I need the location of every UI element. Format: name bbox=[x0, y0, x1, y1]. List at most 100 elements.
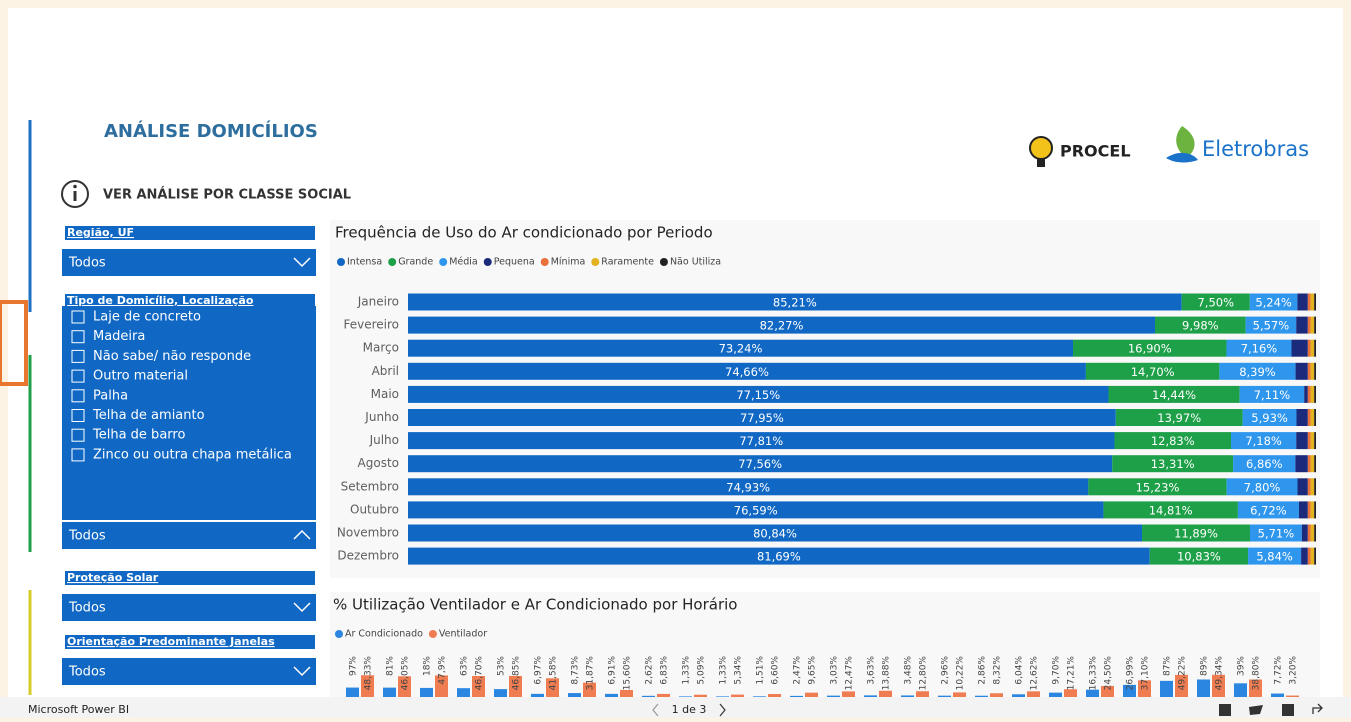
option-checkbox[interactable] bbox=[71, 369, 85, 383]
bar bbox=[938, 695, 951, 697]
filter-dropdown[interactable] bbox=[62, 249, 316, 276]
bar bbox=[1064, 689, 1077, 697]
charts: Frequência de Uso do Ar condicionado por… bbox=[333, 224, 1316, 697]
bar-segment bbox=[1296, 432, 1308, 450]
bar bbox=[768, 694, 781, 697]
data-label: 73,24% bbox=[719, 342, 763, 356]
bar bbox=[731, 694, 744, 697]
bar bbox=[657, 693, 670, 697]
bar-segment bbox=[1103, 501, 1238, 519]
chevron-down bbox=[293, 602, 311, 613]
option-label[interactable]: Palha bbox=[93, 388, 128, 403]
bar-segment bbox=[1310, 409, 1315, 426]
bar bbox=[620, 689, 633, 697]
filter-dropdown[interactable] bbox=[62, 594, 316, 621]
option-label[interactable]: Madeira bbox=[93, 329, 145, 344]
bar-segment bbox=[1314, 293, 1316, 311]
filter-dropdown[interactable] bbox=[62, 522, 316, 549]
data-label: 7,18% bbox=[1245, 434, 1282, 448]
bar bbox=[1086, 689, 1099, 697]
data-label: 10,22% bbox=[956, 656, 966, 691]
data-label: 46,85% bbox=[512, 656, 522, 691]
filter-dropdown[interactable] bbox=[62, 658, 316, 685]
twitter-share[interactable] bbox=[1249, 705, 1263, 715]
social-class-link[interactable]: VER ANÁLISE POR CLASSE SOCIAL bbox=[103, 187, 351, 203]
bar-segment bbox=[1245, 316, 1297, 334]
bar bbox=[1286, 695, 1299, 697]
next-page[interactable] bbox=[719, 703, 726, 717]
bar bbox=[790, 695, 803, 697]
data-label: 5,09% bbox=[697, 656, 707, 685]
bar bbox=[805, 692, 818, 697]
data-label: 15,23% bbox=[1136, 480, 1180, 494]
data-label: 5,57% bbox=[1253, 319, 1290, 333]
chart-panel bbox=[330, 592, 1320, 698]
option-checkbox[interactable] bbox=[71, 310, 85, 324]
procel-logo: PROCEL bbox=[1060, 142, 1131, 161]
chevron-up bbox=[293, 529, 311, 540]
bar-segment bbox=[1304, 385, 1308, 403]
bar-segment bbox=[1088, 478, 1227, 496]
facebook-share[interactable] bbox=[1282, 704, 1294, 716]
bar bbox=[398, 676, 411, 697]
legend-label: Pequena bbox=[494, 257, 535, 268]
bar-segment bbox=[1314, 339, 1316, 357]
bar bbox=[1175, 674, 1188, 697]
data-label: 6,86% bbox=[1246, 457, 1283, 471]
bar-segment bbox=[1307, 478, 1311, 496]
filter-value: Todos bbox=[68, 665, 106, 680]
bar bbox=[1271, 693, 1284, 697]
data-label: 3,48% bbox=[904, 656, 914, 685]
app-name: Microsoft Power BI bbox=[28, 703, 129, 716]
option-checkbox[interactable] bbox=[71, 409, 85, 422]
share[interactable] bbox=[1312, 703, 1323, 714]
data-label: 17,21% bbox=[1067, 656, 1077, 691]
option-label[interactable]: Zinco ou outra chapa metálica bbox=[93, 447, 292, 462]
option-label[interactable]: Outro material bbox=[93, 369, 188, 384]
bar-segment bbox=[1307, 362, 1311, 380]
option-checkbox[interactable] bbox=[71, 349, 85, 363]
option-checkbox[interactable] bbox=[71, 389, 85, 403]
data-label: 97% bbox=[349, 656, 359, 676]
bar bbox=[842, 691, 855, 697]
option-checkbox[interactable] bbox=[71, 428, 85, 442]
bar-segment bbox=[1310, 455, 1315, 473]
bar-segment bbox=[1307, 409, 1311, 426]
bar-segment bbox=[1297, 478, 1308, 496]
chevron-down bbox=[293, 666, 311, 677]
bar-segment bbox=[1310, 316, 1315, 334]
info-icon[interactable] bbox=[61, 180, 89, 208]
legend-swatch bbox=[483, 258, 492, 266]
bar bbox=[990, 693, 1003, 697]
bar-segment bbox=[408, 455, 1113, 473]
data-label: 14,81% bbox=[1149, 503, 1193, 517]
data-label: 81% bbox=[386, 656, 396, 676]
bar bbox=[1027, 691, 1040, 697]
option-label[interactable]: Não sabe/ não responde bbox=[93, 349, 251, 364]
data-label: 5,84% bbox=[1256, 550, 1293, 564]
option-checkbox[interactable] bbox=[71, 448, 85, 462]
bar-segment bbox=[1239, 385, 1305, 403]
option-checkbox[interactable] bbox=[71, 330, 85, 344]
option-label[interactable]: Telha de amianto bbox=[92, 408, 205, 423]
data-label: 80,84% bbox=[753, 527, 797, 541]
bar-segment bbox=[408, 293, 1182, 311]
legend-swatch bbox=[335, 630, 343, 638]
option-label[interactable]: Laje de concreto bbox=[93, 310, 201, 325]
bar-segment bbox=[1249, 524, 1302, 542]
bar-segment bbox=[1314, 547, 1316, 565]
prev-page[interactable] bbox=[652, 703, 659, 717]
bar-segment bbox=[1233, 455, 1296, 473]
data-label: 11,89% bbox=[1174, 527, 1218, 541]
filter-header bbox=[65, 571, 315, 585]
data-label: 8,73% bbox=[571, 656, 581, 685]
option-label[interactable]: Telha de barro bbox=[92, 428, 185, 443]
bar bbox=[472, 675, 485, 697]
data-label: 63% bbox=[460, 656, 470, 676]
data-label: 2,96% bbox=[941, 656, 951, 685]
data-label: 7,80% bbox=[1244, 480, 1281, 494]
linkedin-share[interactable] bbox=[1219, 704, 1231, 716]
filter-value: Todos bbox=[68, 529, 106, 544]
